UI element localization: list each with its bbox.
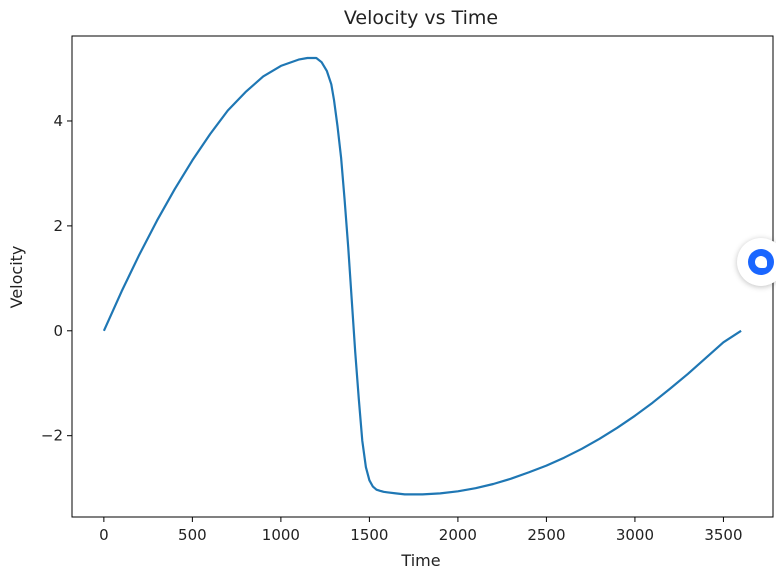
- x-tick-label: 2000: [439, 526, 477, 544]
- x-tick-label: 1000: [262, 526, 300, 544]
- y-tick-label: 2: [53, 217, 63, 235]
- x-axis-ticks: 0 500 1000 1500 2000 2500 3000 3500: [99, 517, 743, 544]
- velocity-series-line: [102, 56, 742, 496]
- y-tick-label: 0: [53, 322, 63, 340]
- y-axis-label: Velocity: [7, 246, 26, 309]
- x-tick-label: 1500: [350, 526, 388, 544]
- plot-frame: [71, 35, 774, 518]
- x-tick-label: 0: [99, 526, 109, 544]
- chat-bubble-icon: [748, 249, 774, 275]
- y-tick-label: 4: [53, 112, 63, 130]
- x-axis-label: Time: [400, 551, 440, 570]
- x-tick-label: 3000: [616, 526, 654, 544]
- x-tick-label: 500: [178, 526, 207, 544]
- x-tick-label: 3500: [704, 526, 742, 544]
- y-axis-ticks: −2 0 2 4: [41, 112, 72, 445]
- y-tick-label: −2: [41, 427, 63, 445]
- chart-title: Velocity vs Time: [344, 7, 498, 29]
- floating-chat-button[interactable]: [737, 238, 776, 286]
- x-tick-label: 2500: [527, 526, 565, 544]
